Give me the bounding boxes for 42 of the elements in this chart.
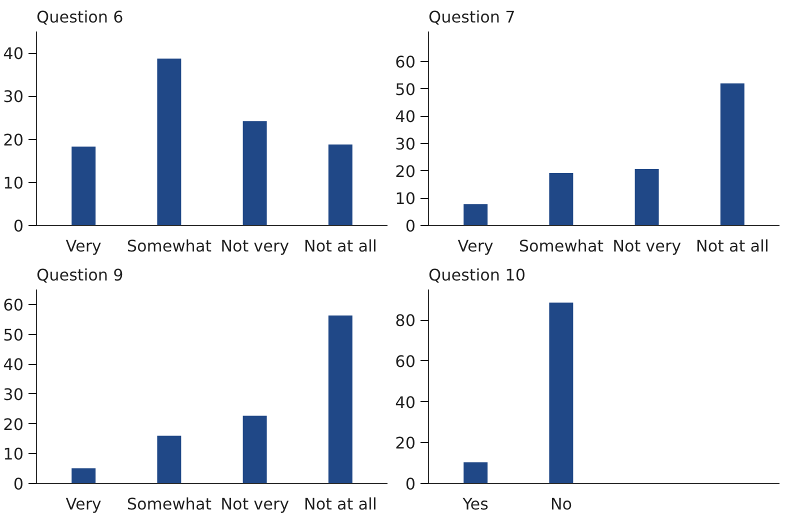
y-tick-label: 0: [13, 474, 24, 494]
x-tick-label: Somewhat: [126, 494, 212, 514]
y-tick-label: 0: [13, 216, 24, 236]
x-tick-label: Somewhat: [518, 236, 604, 256]
x-tick-label: Not very: [220, 494, 290, 514]
x-tick-label: Somewhat: [126, 236, 212, 256]
x-tick-label: Not at all: [304, 236, 377, 256]
chart-title: Question 6: [36, 8, 124, 26]
x-tick-label: No: [550, 494, 572, 514]
y-tick-label: 10: [3, 444, 24, 464]
y-tick-label: 60: [395, 52, 416, 72]
y-tick-label: 40: [395, 392, 416, 412]
y-tick-label: 50: [395, 80, 416, 99]
y-tick-label: 20: [3, 130, 24, 150]
y-tick-label: 30: [395, 134, 416, 154]
y-tick-label: 20: [3, 414, 24, 434]
x-tick-label: Not at all: [304, 494, 377, 514]
y-tick-label: 30: [3, 87, 24, 106]
y-tick-label: 60: [395, 352, 416, 371]
y-tick-label: 0: [405, 474, 416, 494]
x-tick-label: Not very: [220, 236, 290, 256]
x-tick-label: Not at all: [696, 236, 769, 256]
y-tick-label: 20: [395, 434, 416, 453]
y-tick-label: 20: [395, 162, 416, 181]
x-tick-label: Very: [66, 236, 102, 256]
x-tick-label: Very: [66, 494, 102, 514]
y-tick-label: 40: [3, 44, 24, 64]
y-tick-label: 40: [395, 107, 416, 126]
y-tick-label: 0: [405, 216, 416, 236]
chart-title: Question 9: [36, 266, 124, 284]
x-tick-label: Not very: [612, 236, 682, 256]
y-tick-label: 10: [395, 189, 416, 208]
y-tick-label: 60: [3, 295, 24, 314]
x-tick-label: Yes: [462, 494, 488, 514]
chart-title: Question 10: [428, 266, 526, 284]
y-tick-label: 40: [3, 355, 24, 374]
y-tick-label: 80: [395, 311, 416, 330]
y-tick-label: 50: [3, 325, 24, 344]
chart-title: Question 7: [428, 8, 516, 26]
y-tick-label: 10: [3, 173, 24, 192]
x-tick-label: Very: [458, 236, 494, 256]
y-tick-label: 30: [3, 384, 24, 404]
